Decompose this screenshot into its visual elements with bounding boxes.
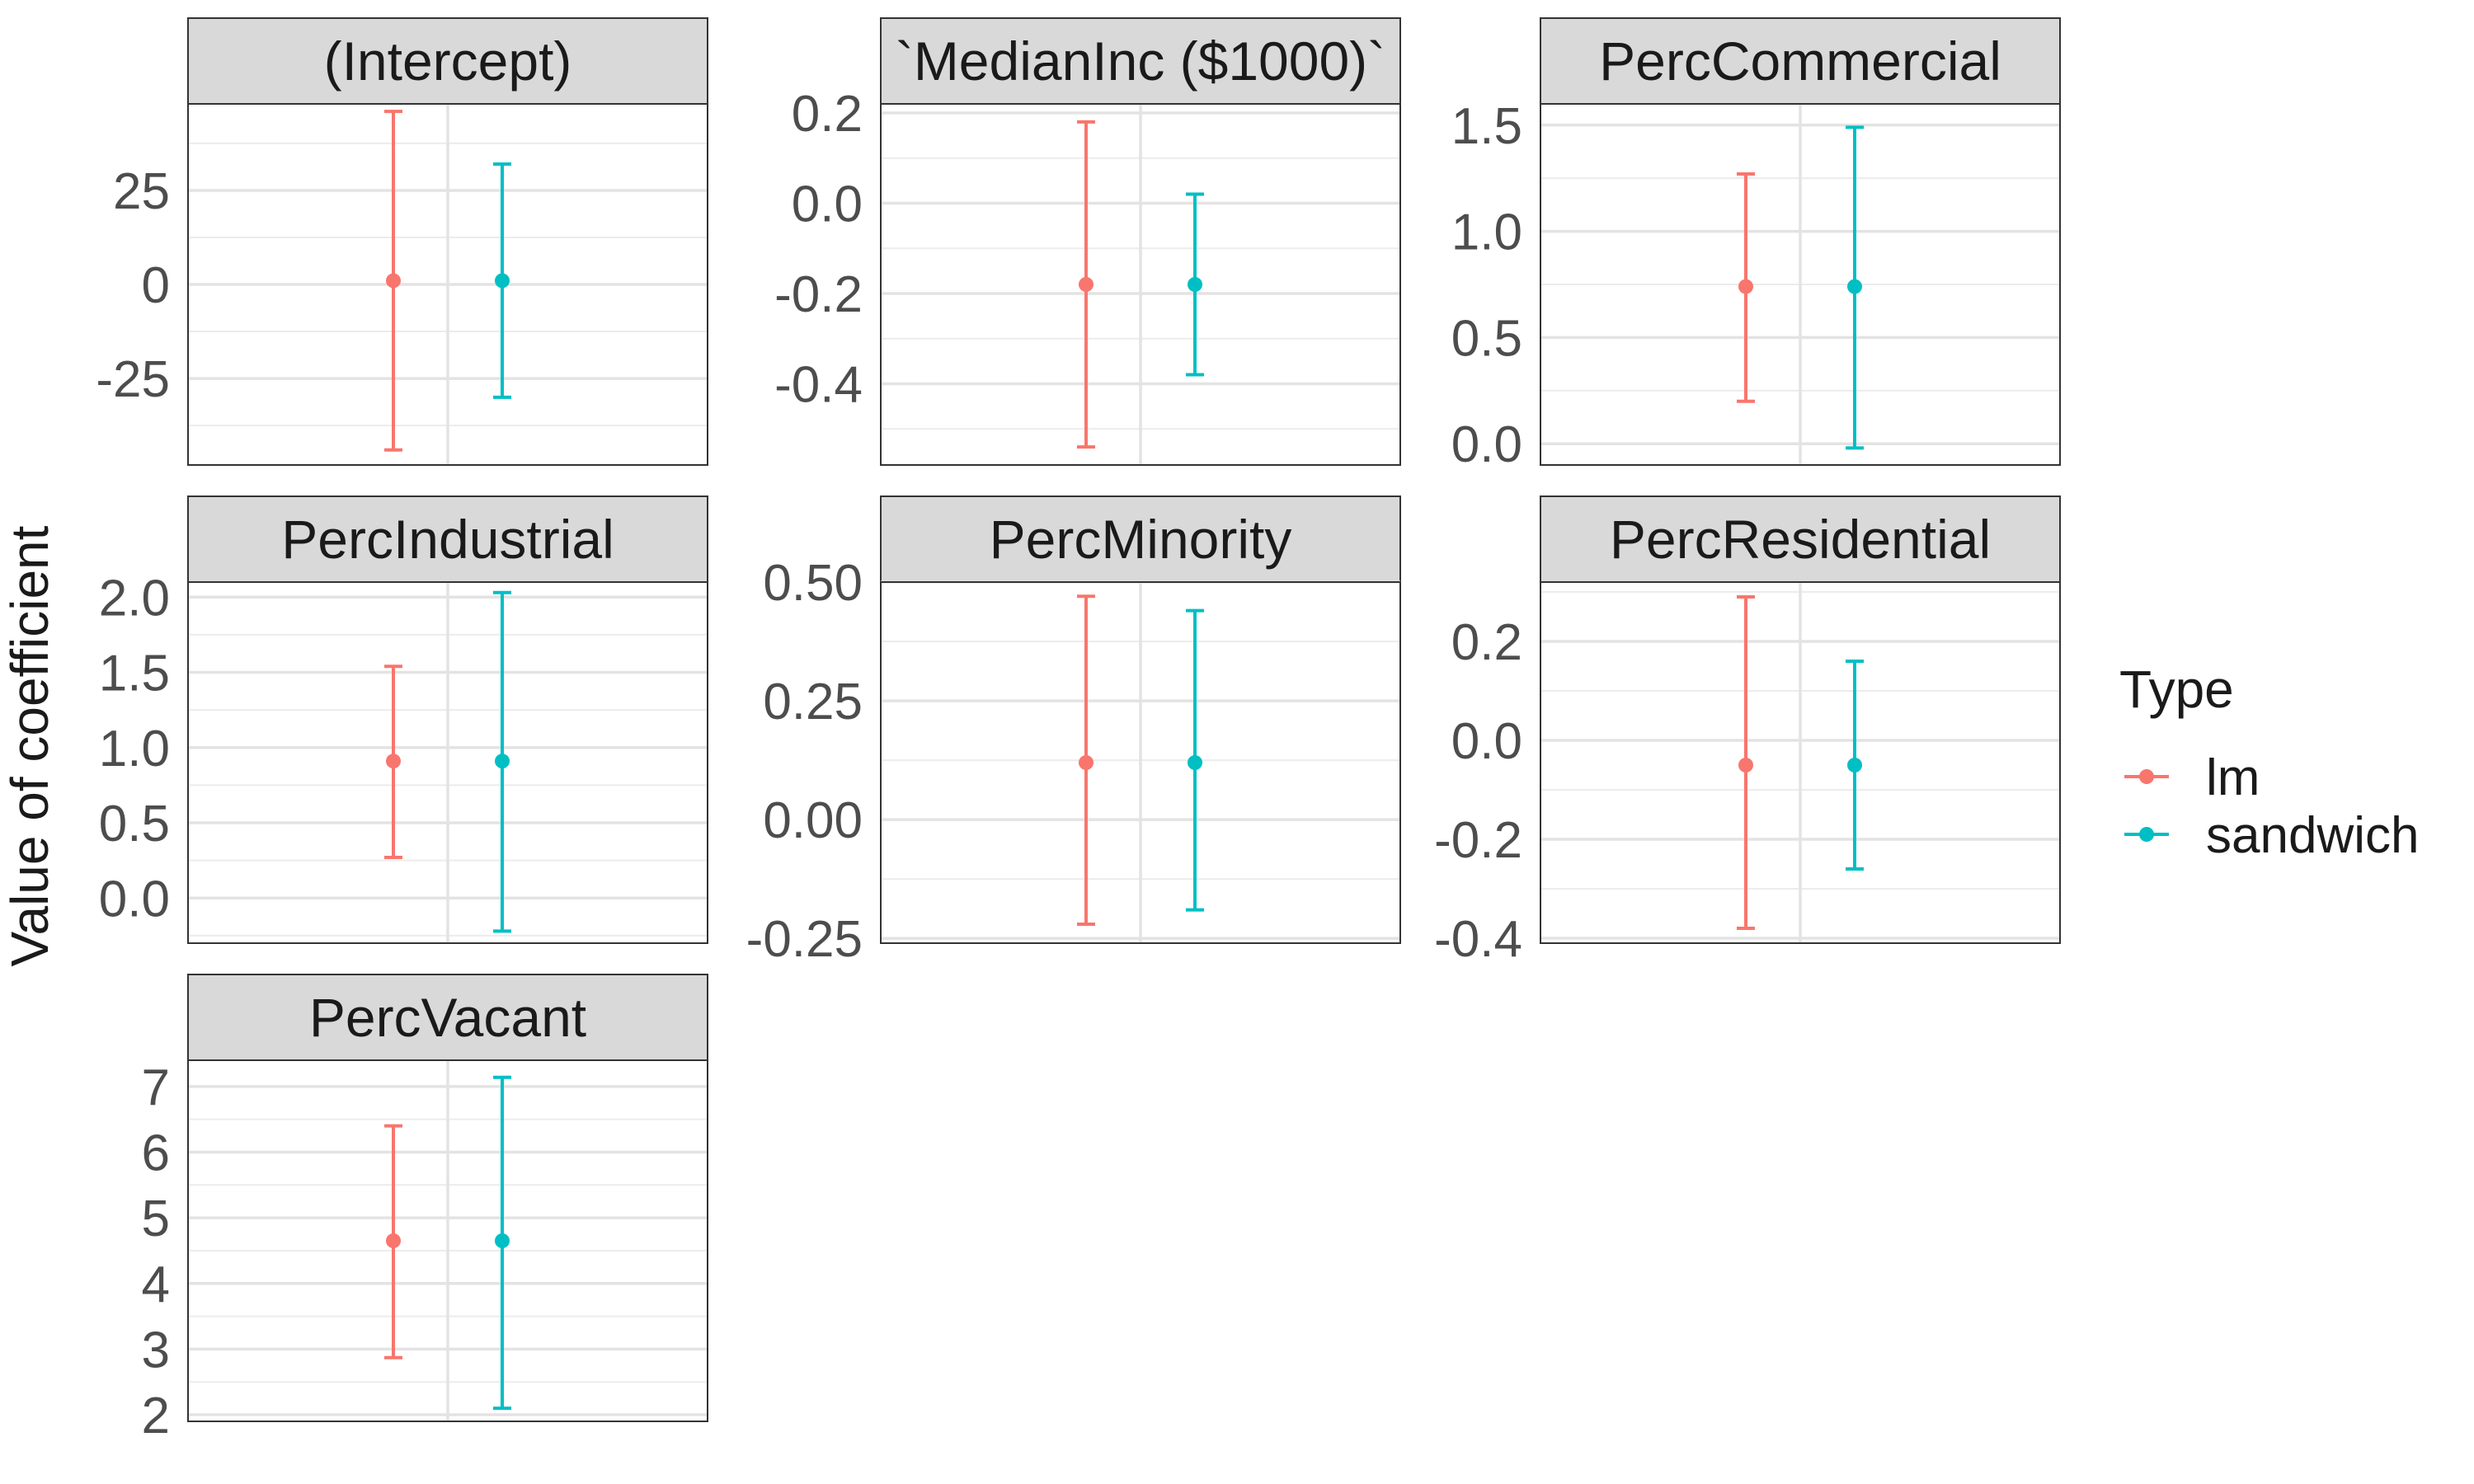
legend-label: lm bbox=[2206, 749, 2260, 806]
errorbar-sandwich bbox=[493, 162, 511, 399]
estimate-point bbox=[1738, 758, 1753, 773]
estimate-point bbox=[1079, 277, 1094, 292]
facet-title: PercMinority bbox=[990, 509, 1292, 570]
estimate-point bbox=[1079, 755, 1094, 770]
y-tick-label: 0.25 bbox=[763, 674, 863, 730]
legend-entry-lm: lm bbox=[2124, 749, 2260, 806]
facet-strip bbox=[187, 495, 708, 583]
panel-border bbox=[187, 1059, 708, 1422]
estimate-point bbox=[386, 754, 401, 769]
estimate-point bbox=[1847, 279, 1862, 294]
y-tick-label: 0.00 bbox=[763, 792, 863, 849]
facet-panel: PercVacant 2 3 4 5 6 7 bbox=[142, 974, 708, 1444]
y-tick-label: 0.2 bbox=[792, 86, 863, 143]
panel-border bbox=[880, 103, 1401, 466]
errorbar-sandwich bbox=[1186, 192, 1204, 377]
panel-border bbox=[187, 103, 708, 466]
errorbar-lm bbox=[1737, 595, 1755, 930]
y-tick-label: 0.5 bbox=[1451, 310, 1522, 367]
y-tick-label: 1.5 bbox=[1451, 98, 1522, 155]
facet-strip bbox=[1540, 17, 2061, 105]
facet-strip bbox=[187, 17, 708, 105]
y-tick-label: 25 bbox=[113, 163, 170, 220]
errorbar-sandwich bbox=[1846, 125, 1864, 450]
legend-title: Type bbox=[2119, 660, 2234, 719]
facet-title: PercCommercial bbox=[1599, 31, 2001, 92]
y-tick-label: 7 bbox=[142, 1059, 170, 1116]
errorbar-lm bbox=[384, 110, 402, 452]
legend-label: sandwich bbox=[2206, 807, 2419, 864]
errorbar-sandwich bbox=[493, 590, 511, 933]
facet-title: PercVacant bbox=[309, 987, 586, 1048]
errorbar-lm bbox=[1077, 120, 1095, 449]
y-tick-label: -25 bbox=[96, 351, 170, 408]
y-tick-label: 0.0 bbox=[1451, 713, 1522, 770]
facet-panel: PercCommercial 0.0 0.5 1.0 1.5 bbox=[1451, 17, 2061, 473]
y-axis-title: Value of coefficient bbox=[0, 525, 59, 966]
legend-entry-sandwich: sandwich bbox=[2124, 807, 2419, 864]
estimate-point bbox=[1847, 758, 1862, 773]
y-tick-label: 1.0 bbox=[1451, 204, 1522, 261]
estimate-point bbox=[495, 273, 510, 289]
y-tick-label: 0.2 bbox=[1451, 614, 1522, 671]
estimate-point bbox=[1188, 755, 1202, 770]
y-tick-label: 0.0 bbox=[792, 176, 863, 232]
facet-strip bbox=[880, 495, 1401, 583]
estimate-point bbox=[495, 754, 510, 769]
legend-key-point bbox=[2139, 769, 2154, 784]
facet-title: PercIndustrial bbox=[281, 509, 614, 570]
y-tick-label: 1.5 bbox=[99, 646, 170, 702]
y-tick-label: 0 bbox=[142, 257, 170, 314]
facet-strip bbox=[187, 974, 708, 1061]
errorbar-sandwich bbox=[493, 1075, 511, 1411]
errorbar-lm bbox=[384, 1124, 402, 1360]
panel-border bbox=[187, 581, 708, 944]
errorbar-lm bbox=[384, 665, 402, 859]
y-tick-label: 4 bbox=[142, 1256, 170, 1313]
y-tick-label: 0.50 bbox=[763, 555, 863, 612]
y-tick-label: 5 bbox=[142, 1190, 170, 1247]
facet-strip bbox=[1540, 495, 2061, 583]
estimate-point bbox=[386, 1233, 401, 1248]
facet-panel: (Intercept) -25 0 25 bbox=[96, 17, 708, 466]
y-tick-label: 3 bbox=[142, 1322, 170, 1378]
y-tick-label: 0.5 bbox=[99, 796, 170, 852]
facet-panel: PercIndustrial 0.0 0.5 1.0 1.5 2.0 bbox=[99, 495, 708, 944]
estimate-point bbox=[386, 273, 401, 289]
y-tick-label: 6 bbox=[142, 1125, 170, 1181]
y-tick-label: 0.0 bbox=[99, 871, 170, 928]
errorbar-sandwich bbox=[1186, 608, 1204, 912]
estimate-point bbox=[495, 1233, 510, 1248]
y-tick-label: -0.2 bbox=[1434, 812, 1522, 869]
y-tick-label: 2.0 bbox=[99, 570, 170, 627]
facet-strip bbox=[880, 17, 1401, 105]
estimate-point bbox=[1738, 279, 1753, 294]
y-tick-label: 1.0 bbox=[99, 721, 170, 777]
y-tick-label: 0.0 bbox=[1451, 416, 1522, 473]
y-tick-label: 2 bbox=[142, 1388, 170, 1444]
errorbar-sandwich bbox=[1846, 660, 1864, 871]
y-tick-label: -0.4 bbox=[774, 356, 863, 413]
y-tick-label: -0.4 bbox=[1434, 911, 1522, 968]
panel-border bbox=[1540, 581, 2061, 944]
facet-title: (Intercept) bbox=[324, 31, 572, 92]
estimate-point bbox=[1188, 277, 1202, 292]
errorbar-lm bbox=[1077, 594, 1095, 926]
y-tick-label: -0.2 bbox=[774, 266, 863, 323]
facet-panel: PercResidential -0.4 -0.2 0.0 0.2 bbox=[1434, 495, 2061, 968]
y-tick-label: -0.25 bbox=[746, 911, 863, 968]
facet-title: `MedianInc ($1000)` bbox=[896, 31, 1385, 92]
panel-border bbox=[1540, 103, 2061, 466]
facet-title: PercResidential bbox=[1610, 509, 1991, 570]
facet-panel: PercMinority -0.25 0.00 0.25 0.50 bbox=[746, 495, 1401, 968]
legend-key-point bbox=[2139, 827, 2154, 842]
panel-border bbox=[880, 581, 1401, 944]
facet-panel: `MedianInc ($1000)` -0.4 -0.2 0.0 0.2 bbox=[774, 17, 1401, 466]
errorbar-lm bbox=[1737, 172, 1755, 403]
